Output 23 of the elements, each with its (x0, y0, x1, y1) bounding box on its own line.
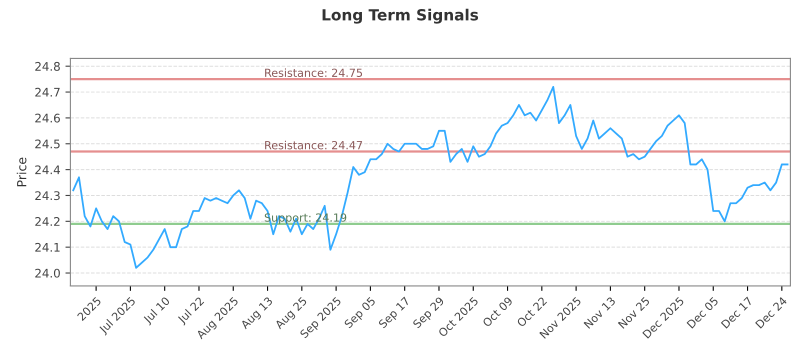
x-tick-label: Jul 22 (176, 296, 206, 326)
line-series (72, 86, 788, 269)
chart-title: Long Term Signals (322, 8, 478, 24)
y-axis-title: Price (16, 158, 26, 186)
y-tick-label: 24.1 (35, 242, 60, 252)
y-tick-label: 24.6 (35, 114, 60, 123)
y-tick-label: 24.2 (35, 217, 60, 226)
x-tick-label: Oct 09 (482, 296, 514, 328)
x-tick-label: Jul 10 (142, 296, 172, 326)
x-tick-label: Oct 22 (516, 296, 548, 328)
x-tick-label: Dec 24 (755, 296, 788, 329)
x-tick-label: Dec 05 (686, 296, 719, 329)
y-tick-label: 24.0 (35, 268, 60, 278)
x-tick-label: Sep 05 (344, 296, 378, 330)
x-tick-label: Sep 17 (378, 296, 412, 330)
ref-line-label: Resistance: 24.47 (265, 140, 362, 150)
ref-line-label: Resistance: 24.75 (265, 68, 362, 77)
y-tick-label: 24.7 (35, 88, 60, 97)
y-tick-label: 24.4 (35, 165, 60, 174)
y-tick-label: 24.3 (35, 191, 60, 200)
y-tick-label: 24.8 (35, 62, 60, 71)
x-tick-label: Dec 17 (720, 296, 753, 329)
y-tick-label: 24.5 (35, 139, 60, 148)
